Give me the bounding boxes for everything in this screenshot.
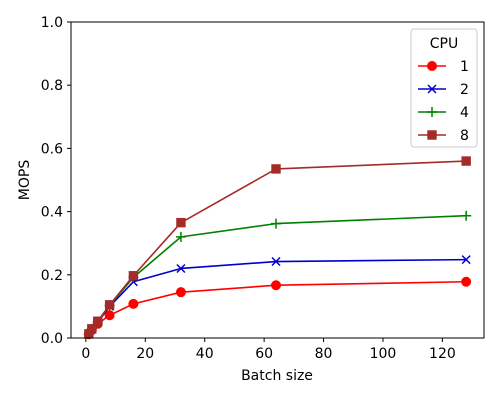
series-8	[84, 156, 471, 339]
x-tick-label: 20	[136, 346, 154, 362]
legend: CPU 1 2 4 8	[410, 28, 478, 148]
legend-label: 4	[460, 105, 469, 121]
legend-marker	[427, 61, 437, 71]
data-point-1-8	[104, 310, 115, 321]
x-tick-label: 80	[315, 346, 333, 362]
data-point-1-32	[175, 287, 186, 298]
y-tick-label: 0.4	[41, 205, 63, 221]
data-point-1-16	[128, 298, 139, 309]
data-point-4-64	[271, 218, 282, 229]
legend-label: 1	[460, 59, 469, 75]
plot-area	[70, 21, 485, 340]
data-point-8-16	[128, 271, 139, 281]
legend-label: 8	[460, 128, 469, 144]
legend-label: 2	[460, 82, 469, 98]
y-tick-label: 0.2	[41, 268, 63, 284]
data-point-4-128	[461, 210, 472, 221]
legend-entries: 1 2 4 8	[418, 59, 469, 144]
legend-entry-2: 2	[418, 82, 469, 98]
data-point-1-128	[461, 276, 472, 287]
data-point-4-32	[175, 231, 186, 242]
y-axis-label: MOPS	[17, 160, 33, 201]
data-point-2-32	[176, 263, 186, 274]
y-tick-label: 0.8	[41, 78, 63, 94]
data-point-8-32	[176, 217, 186, 228]
y-tick-label: 0.0	[41, 331, 63, 347]
legend-entry-4: 4	[418, 105, 469, 121]
legend-title: CPU	[430, 36, 458, 52]
x-tick-label: 0	[81, 346, 90, 362]
y-tick-label: 1.0	[41, 15, 63, 31]
legend-marker	[427, 130, 437, 140]
y-tick-label: 0.6	[41, 141, 63, 157]
data-point-8-128	[461, 156, 471, 166]
legend-entry-1: 1	[418, 59, 469, 75]
data-point-2-64	[271, 256, 281, 267]
legend-marker	[427, 84, 437, 94]
y-axis-ticks: 0.0 0.2 0.4 0.6 0.8 1.0	[41, 15, 71, 347]
x-tick-label: 100	[370, 346, 397, 362]
data-point-2-128	[461, 255, 471, 265]
legend-frame	[410, 28, 478, 148]
x-axis-ticks: 0 20 40 60 80 100 120	[81, 338, 456, 362]
x-tick-label: 120	[429, 346, 456, 362]
x-axis-label: Batch size	[241, 368, 313, 384]
data-point-8-2	[87, 324, 97, 334]
x-tick-label: 60	[255, 346, 273, 362]
legend-entry-8: 8	[418, 128, 469, 144]
x-tick-label: 40	[196, 346, 214, 362]
data-point-1-64	[271, 280, 282, 291]
data-point-8-64	[271, 164, 281, 174]
data-point-8-4	[93, 316, 103, 326]
data-point-8-8	[104, 300, 115, 310]
axes-frame	[70, 21, 485, 339]
legend-marker	[427, 107, 437, 117]
